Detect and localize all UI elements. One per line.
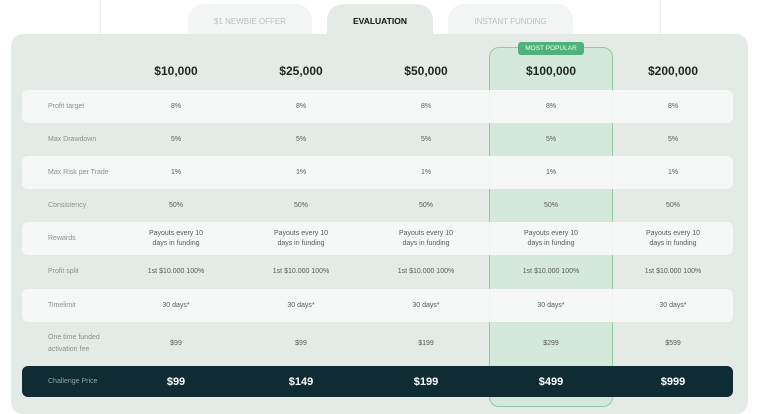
table-cell: $199: [418, 340, 434, 347]
table-cell: 30 days*: [287, 301, 315, 309]
table-row: Consistency 50% 50% 50% 50% 50%: [22, 189, 733, 222]
table-cell: Payouts every 10 days in funding: [398, 229, 454, 247]
table-cell: $299: [543, 340, 559, 347]
row-label: Challenge Price: [48, 377, 98, 385]
table-cell: 8%: [295, 102, 307, 110]
table-cell: 5%: [420, 135, 432, 143]
table-cell: 1%: [545, 168, 557, 176]
table-cell: 8%: [420, 102, 432, 110]
table-cell: Payouts every 10 days in funding: [645, 229, 701, 247]
table-cell: Payouts every 10 days in funding: [148, 229, 204, 247]
table-cell: 1%: [420, 168, 432, 176]
row-label: Max Risk per Trade: [48, 168, 109, 176]
table-cell: 30 days*: [162, 301, 190, 309]
table-cell: $10,000: [154, 64, 198, 78]
table-cell: 1st $10.000 100%: [644, 267, 702, 275]
table-cell: 8%: [545, 102, 557, 110]
table-cell: $50,000: [404, 64, 448, 78]
row-label: Profit target: [48, 102, 85, 110]
table-row: Profit target 8% 8% 8% 8% 8%: [22, 90, 733, 123]
challenge-price-row: Challenge Price $99 $149 $199 $499 $999: [22, 366, 733, 397]
table-cell: 50%: [168, 201, 184, 209]
table-cell: $25,000: [279, 64, 323, 78]
table-cell: 30 days*: [537, 301, 565, 309]
table-cell: 5%: [545, 135, 557, 143]
table-cell: $599: [665, 340, 681, 347]
divider: [660, 0, 661, 34]
row-label: Max Drawdown: [48, 135, 97, 143]
table-cell: $99: [170, 340, 182, 347]
plan-header-row: $10,000 $25,000 $50,000 $100,000 $200,000: [22, 56, 733, 86]
row-label: Rewards: [48, 234, 76, 242]
table-row: Rewards Payouts every 10 days in funding P…: [22, 222, 733, 255]
table-cell: $99: [295, 340, 307, 347]
table-cell: $100,000: [525, 64, 577, 78]
table-row: Timelimit 30 days* 30 days* 30 days* 30 days…: [22, 289, 733, 322]
table-cell: 1%: [170, 168, 182, 176]
most-popular-badge: MOST POPULAR: [518, 42, 584, 55]
table-cell: Payouts every 10 days in funding: [523, 229, 579, 247]
table-cell: 8%: [170, 102, 182, 110]
table-cell: 1st $10.000 100%: [522, 267, 580, 275]
table-row: Max Drawdown 5% 5% 5% 5% 5%: [22, 123, 733, 156]
table-row: Profit split 1st $10.000 100% 1st $10.000 …: [22, 255, 733, 288]
table-cell: $499: [538, 375, 564, 388]
table-cell: 5%: [295, 135, 307, 143]
table-cell: 1st $10.000 100%: [272, 267, 330, 275]
table-cell: Payouts every 10 days in funding: [273, 229, 329, 247]
table-cell: $99: [166, 375, 186, 388]
table-cell: 50%: [293, 201, 309, 209]
table-cell: 50%: [418, 201, 434, 209]
table-cell: 30 days*: [659, 301, 687, 309]
row-label: Profit split: [48, 267, 79, 275]
table-cell: $200,000: [647, 64, 699, 78]
table-cell: 50%: [543, 201, 559, 209]
table-cell: 1%: [667, 168, 679, 176]
table-cell: $199: [413, 375, 439, 388]
tab-instant-funding[interactable]: INSTANT FUNDING: [448, 4, 573, 38]
table-cell: 30 days*: [412, 301, 440, 309]
table-cell: 1st $10.000 100%: [147, 267, 205, 275]
table-cell: $149: [288, 375, 314, 388]
table-cell: 5%: [170, 135, 182, 143]
table-row: One time funded activation fee $99 $99 $199…: [22, 322, 733, 366]
tab-newbie-offer[interactable]: $1 NEWBIE OFFER: [188, 4, 312, 38]
table-row: Max Risk per Trade 1% 1% 1% 1% 1%: [22, 156, 733, 189]
table-cell: $999: [660, 375, 686, 388]
tab-evaluation[interactable]: EVALUATION: [327, 4, 433, 38]
row-label: Consistency: [48, 201, 87, 209]
table-cell: 1st $10.000 100%: [397, 267, 455, 275]
table-cell: 50%: [665, 201, 681, 209]
table-cell: 8%: [667, 102, 679, 110]
table-cell: 5%: [667, 135, 679, 143]
row-label: Timelimit: [48, 301, 76, 309]
row-label: One time funded activation fee: [48, 334, 100, 353]
divider: [100, 0, 101, 34]
table-cell: 1%: [295, 168, 307, 176]
